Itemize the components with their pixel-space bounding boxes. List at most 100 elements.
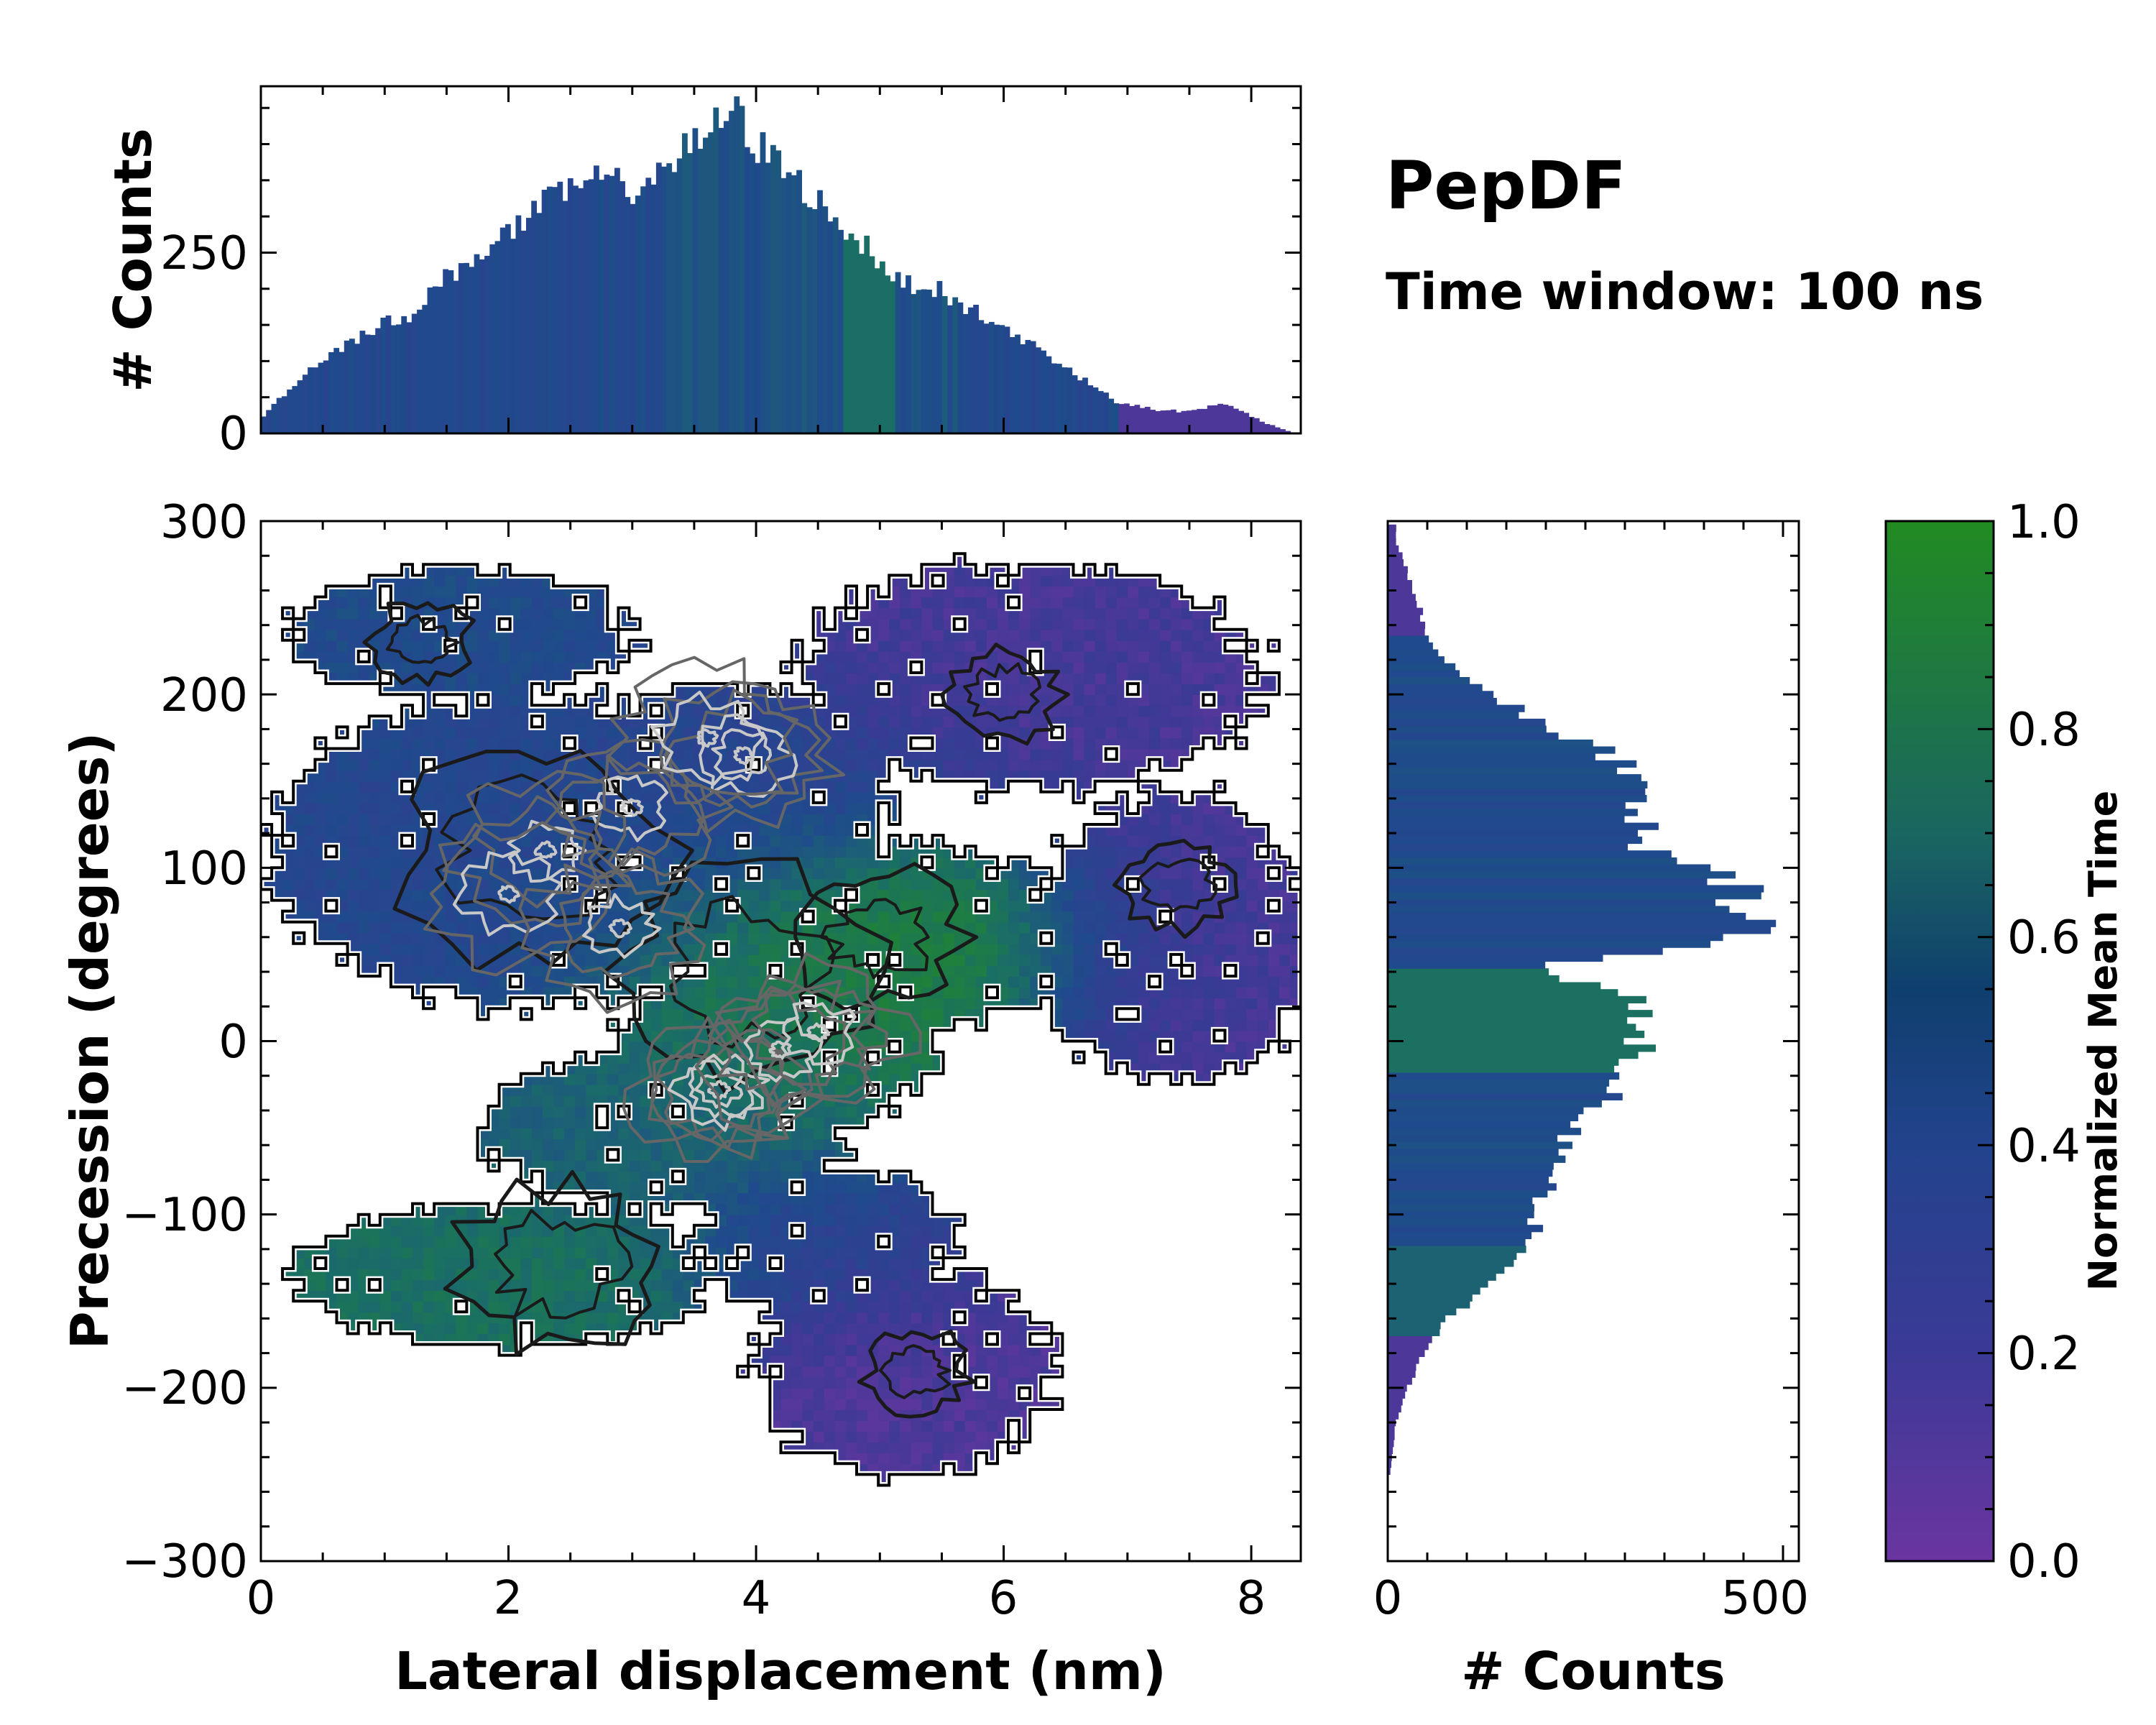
heat-cell — [553, 629, 565, 641]
heat-cell — [889, 640, 901, 652]
top-bar — [369, 335, 376, 433]
heat-cell — [477, 1279, 489, 1291]
heat-cell — [932, 1008, 944, 1021]
heat-cell — [358, 759, 370, 771]
heat-cell — [1235, 921, 1248, 934]
heat-cell — [629, 1041, 641, 1053]
heat-cell — [857, 748, 868, 760]
heat-cell — [1084, 921, 1096, 934]
top-bar — [1243, 413, 1250, 433]
heat-cell — [575, 629, 586, 641]
heat-cell — [911, 954, 923, 966]
heat-cell — [499, 737, 511, 750]
heat-cell — [857, 1355, 868, 1367]
heat-cell — [857, 1344, 868, 1356]
heat-cell — [1051, 759, 1064, 771]
heat-cell — [1062, 705, 1074, 717]
top-bar — [297, 380, 303, 433]
top-bar — [614, 167, 620, 433]
heat-cell — [488, 976, 500, 988]
heat-cell — [434, 791, 446, 804]
heat-cell — [347, 597, 359, 609]
top-bar — [718, 128, 724, 433]
top-bar — [848, 233, 854, 433]
heat-cell — [834, 791, 847, 804]
heat-cell — [857, 694, 868, 707]
heat-cell — [347, 900, 359, 912]
heat-cell — [867, 705, 879, 717]
heat-cell — [629, 1062, 641, 1075]
heat-cell — [911, 1312, 923, 1324]
heat-cell — [802, 1344, 814, 1356]
heat-cell — [531, 586, 543, 598]
heat-cell — [390, 1236, 402, 1248]
heat-cell — [889, 1431, 901, 1443]
heat-cell — [780, 889, 793, 901]
heat-cell — [802, 1149, 814, 1162]
heat-cell — [369, 618, 381, 630]
heat-cell — [1105, 987, 1118, 998]
heat-cell — [780, 1138, 793, 1151]
heat-cell — [834, 1269, 847, 1280]
heat-cell — [1160, 824, 1171, 836]
heat-cell — [1127, 618, 1139, 630]
heat-cell — [1041, 618, 1053, 630]
heat-cell — [586, 1149, 598, 1162]
heat-cell — [834, 1246, 847, 1259]
heat-cell — [1235, 1008, 1248, 1021]
heat-cell — [347, 1246, 359, 1259]
heat-cell — [834, 1366, 847, 1378]
heat-cell — [845, 1214, 857, 1226]
heat-cell — [1246, 911, 1258, 923]
heat-cell — [834, 1084, 847, 1096]
heat-cell — [423, 1258, 435, 1269]
heat-cell — [770, 802, 782, 814]
heat-cell — [694, 868, 706, 880]
heat-cell — [791, 1366, 803, 1378]
heat-cell — [520, 650, 533, 663]
heat-cell — [748, 921, 760, 934]
top-bar — [1113, 403, 1120, 433]
heat-cell — [748, 1214, 760, 1226]
heat-cell — [640, 791, 652, 804]
heat-cell — [889, 1301, 901, 1313]
heat-cell — [921, 1366, 934, 1378]
heat-cell — [510, 716, 522, 728]
heat-cell — [813, 1269, 825, 1280]
heat-cell — [683, 1019, 695, 1031]
heat-cell — [1116, 629, 1128, 641]
heat-cell — [1127, 629, 1139, 641]
heat-cell — [954, 1431, 966, 1443]
heat-cell — [986, 607, 998, 620]
heat-cell — [998, 618, 1009, 630]
heat-cell — [857, 1322, 868, 1335]
heat-cell — [964, 943, 977, 955]
heat-cell — [1235, 1019, 1248, 1031]
heat-cell — [336, 791, 349, 804]
heat-cell — [510, 650, 522, 663]
top-bar — [1118, 404, 1125, 433]
heat-cell — [390, 1290, 402, 1302]
heat-cell — [1116, 640, 1128, 652]
heat-cell — [921, 716, 934, 728]
heat-cell — [1160, 705, 1171, 717]
heat-cell — [1051, 640, 1064, 652]
heat-cell — [802, 846, 814, 858]
heat-cell — [802, 824, 814, 836]
heat-cell — [661, 1290, 673, 1302]
heat-cell — [683, 889, 695, 901]
heat-cell — [1138, 932, 1150, 944]
heat-cell — [1246, 976, 1258, 988]
heat-cell — [954, 673, 966, 684]
heat-cell — [943, 965, 955, 977]
heat-cell — [824, 1246, 836, 1259]
heat-cell — [520, 1117, 533, 1128]
heat-cell — [575, 1138, 586, 1151]
heat-cell — [834, 802, 847, 814]
heat-cell — [954, 1442, 966, 1454]
heat-cell — [531, 976, 543, 988]
heat-cell — [1008, 900, 1020, 912]
heat-cell — [845, 1322, 857, 1335]
heat-cell — [900, 1246, 912, 1259]
heat-cell — [943, 597, 955, 609]
